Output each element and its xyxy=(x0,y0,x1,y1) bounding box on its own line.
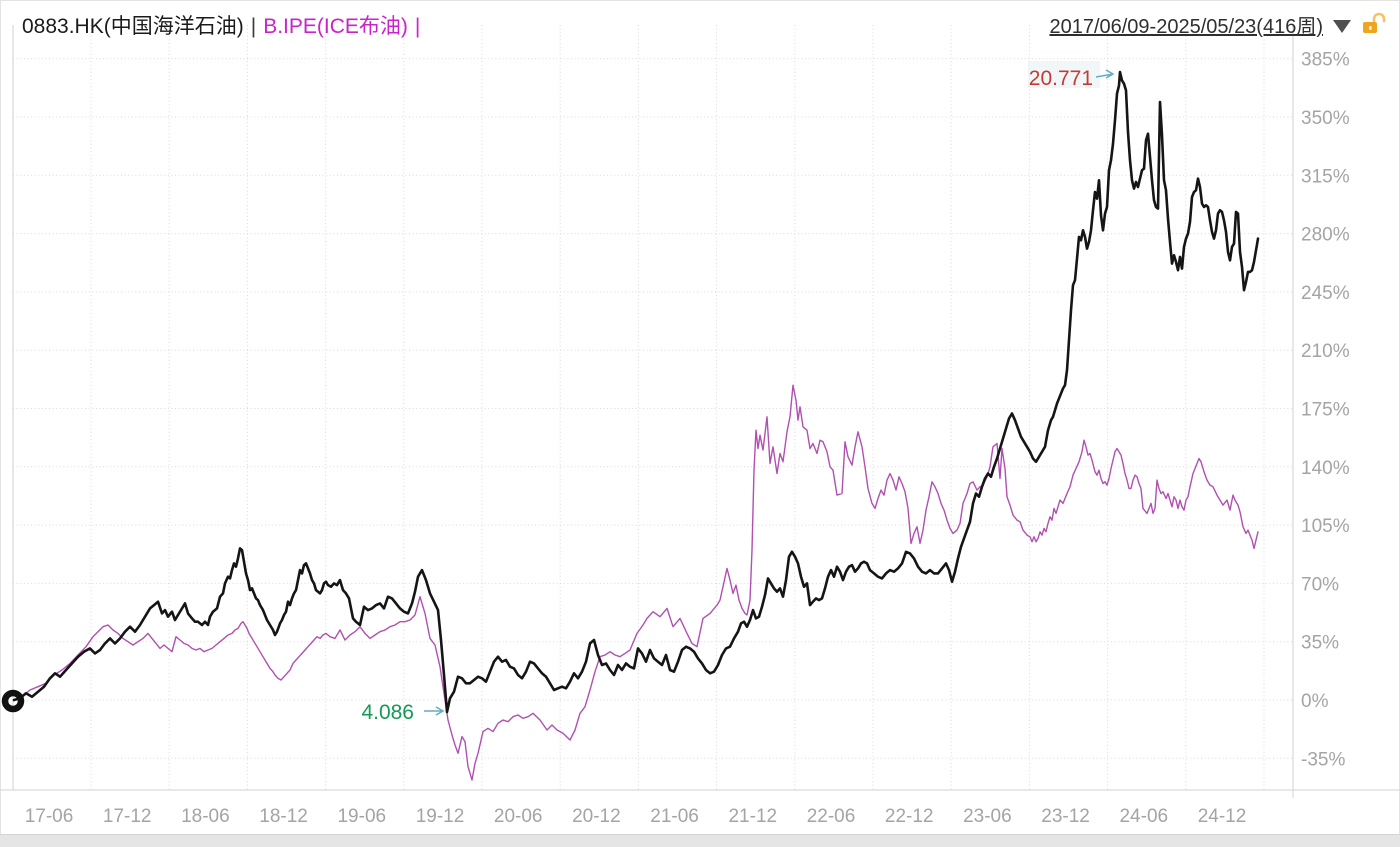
x-axis-tick-label: 24-06 xyxy=(1119,806,1168,827)
unlocked-padlock-icon[interactable] xyxy=(1361,11,1386,38)
y-axis-tick-label: 385% xyxy=(1301,50,1350,71)
x-axis-tick-label: 19-12 xyxy=(416,806,465,827)
x-axis-tick-label: 23-06 xyxy=(963,806,1012,827)
bottom-scroll-strip[interactable] xyxy=(0,834,1400,847)
x-axis-tick-label: 20-06 xyxy=(494,806,543,827)
y-axis-tick-label: 140% xyxy=(1301,458,1350,479)
annotations: 20.771 4.086 xyxy=(361,61,1115,724)
y-axis-tick-label: 105% xyxy=(1301,516,1350,537)
x-axis-tick-label: 20-12 xyxy=(572,806,621,827)
y-axis-tick-label: 175% xyxy=(1301,400,1350,421)
symbol-secondary-label: B.IPE(ICE布油) xyxy=(263,15,408,38)
y-axis-tick-label: 280% xyxy=(1301,225,1350,246)
date-range-selector[interactable]: 2017/06/09-2025/05/23(416周) xyxy=(1049,16,1323,38)
x-axis-tick-label: 24-12 xyxy=(1198,806,1247,827)
max-price-leader-arrow xyxy=(1095,69,1115,79)
x-axis-tick-label: 21-12 xyxy=(728,806,777,827)
y-axis-tick-label: 210% xyxy=(1301,341,1350,362)
max-price-halo xyxy=(1028,61,1100,88)
x-axis-tick-label: 22-06 xyxy=(807,806,856,827)
min-price-label: 4.086 xyxy=(361,701,414,724)
gridlines xyxy=(13,25,1293,790)
series-line-0[interactable] xyxy=(13,384,1259,781)
x-axis-tick-label: 18-06 xyxy=(181,806,230,827)
max-price-label: 20.771 xyxy=(1029,67,1093,90)
chart-header: 0883.HK(中国海洋石油) | B.IPE(ICE布油) | 2017/06/09… xyxy=(0,0,1400,46)
y-axis-tick-label: -35% xyxy=(1301,749,1345,770)
x-axis-tick-label: 23-12 xyxy=(1041,806,1090,827)
series-line-1[interactable] xyxy=(12,70,1260,714)
chart-title: 0883.HK(中国海洋石油) | B.IPE(ICE布油) | xyxy=(22,10,420,40)
title-separator: | xyxy=(250,15,257,38)
triangle-down-icon[interactable] xyxy=(1333,20,1351,33)
x-axis-tick-label: 21-06 xyxy=(650,806,699,827)
title-separator-trailing: | xyxy=(414,15,421,38)
min-price-leader-arrow xyxy=(424,706,445,716)
symbol-primary-label: 0883.HK(中国海洋石油) xyxy=(22,15,244,38)
x-axis-tick-label: 17-12 xyxy=(103,806,152,827)
series-lines xyxy=(1,70,1260,781)
y-axis-tick-label: 350% xyxy=(1301,108,1350,129)
y-axis-tick-label: 0% xyxy=(1301,691,1329,712)
axis-labels: 385% 350% 315% 280% 245% 210% 175% 140% 105% 70% 3… xyxy=(25,50,1350,827)
axis-frame xyxy=(0,25,1400,798)
x-axis-tick-label: 22-12 xyxy=(885,806,934,827)
x-axis-tick-label: 18-12 xyxy=(259,806,308,827)
y-axis-tick-label: 245% xyxy=(1301,283,1350,304)
series-start-marker xyxy=(1,689,25,713)
y-axis-tick-label: 70% xyxy=(1301,574,1339,595)
y-axis-tick-label: 315% xyxy=(1301,166,1350,187)
x-axis-tick-label: 19-06 xyxy=(337,806,386,827)
y-axis-tick-label: 35% xyxy=(1301,633,1339,654)
x-axis-tick-label: 17-06 xyxy=(25,806,74,827)
header-controls: 2017/06/09-2025/05/23(416周) xyxy=(1049,10,1386,39)
